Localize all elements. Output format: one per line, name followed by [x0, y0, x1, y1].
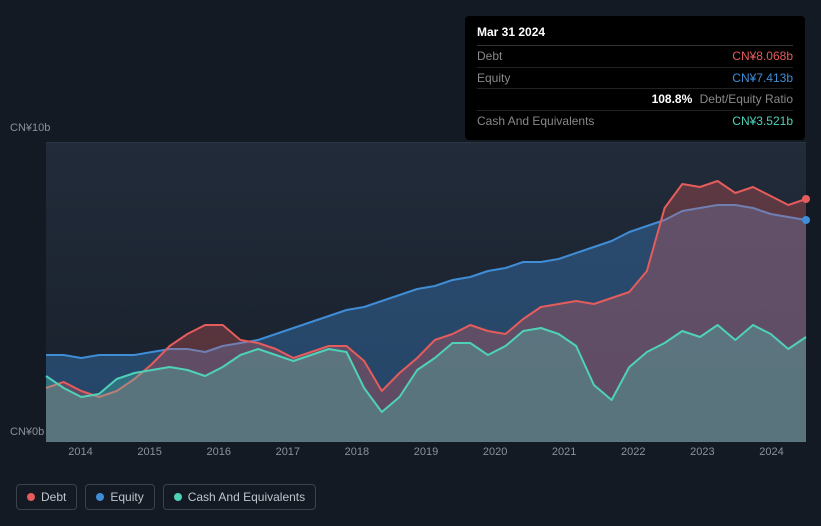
tooltip-row-ratio: 108.8% Debt/Equity Ratio: [477, 89, 793, 111]
x-axis-label: 2014: [68, 446, 92, 458]
tooltip-label-debt: Debt: [477, 48, 502, 65]
end-dot-equity: [802, 216, 810, 224]
x-axis-label: 2021: [552, 446, 576, 458]
legend-label: Cash And Equivalents: [188, 490, 305, 504]
plot-area[interactable]: [46, 142, 806, 442]
y-axis-label-min: CN¥0b: [10, 426, 44, 438]
x-axis-label: 2020: [483, 446, 507, 458]
legend-swatch: [27, 493, 35, 501]
tooltip-row-equity: Equity CN¥7.413b: [477, 68, 793, 90]
tooltip-value-ratio: 108.8% Debt/Equity Ratio: [652, 91, 793, 108]
tooltip-date: Mar 31 2024: [477, 24, 793, 46]
y-axis-label-max: CN¥10b: [10, 122, 44, 134]
legend-label: Debt: [41, 490, 66, 504]
x-axis: 2014 2015 2016 2017 2018 2019 2020 2021 2022 2023…: [46, 446, 806, 466]
legend-item-debt[interactable]: Debt: [16, 484, 77, 510]
x-axis-label: 2015: [137, 446, 161, 458]
series-svg: [46, 142, 806, 442]
x-axis-label: 2018: [345, 446, 369, 458]
tooltip-ratio-label: Debt/Equity Ratio: [700, 92, 793, 106]
tooltip-ratio-pct: 108.8%: [652, 92, 693, 106]
chart-area: CN¥10b CN¥0b 201420152016201720182019202…: [16, 122, 806, 442]
x-axis-label: 2023: [690, 446, 714, 458]
tooltip-label-equity: Equity: [477, 70, 510, 87]
x-axis-label: 2017: [276, 446, 300, 458]
tooltip-value-equity: CN¥7.413b: [732, 70, 793, 87]
tooltip-row-debt: Debt CN¥8.068b: [477, 46, 793, 68]
legend-item-equity[interactable]: Equity: [85, 484, 154, 510]
x-axis-label: 2024: [759, 446, 783, 458]
end-dot-debt: [802, 195, 810, 203]
legend: Debt Equity Cash And Equivalents: [16, 484, 316, 510]
x-axis-label: 2022: [621, 446, 645, 458]
legend-label: Equity: [110, 490, 143, 504]
x-axis-label: 2016: [206, 446, 230, 458]
legend-swatch: [174, 493, 182, 501]
x-axis-label: 2019: [414, 446, 438, 458]
tooltip-value-debt: CN¥8.068b: [732, 48, 793, 65]
legend-swatch: [96, 493, 104, 501]
legend-item-cash-and-equivalents[interactable]: Cash And Equivalents: [163, 484, 316, 510]
